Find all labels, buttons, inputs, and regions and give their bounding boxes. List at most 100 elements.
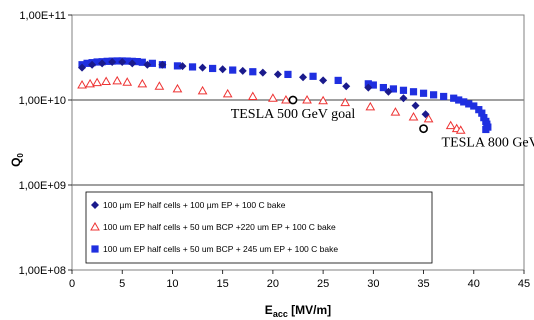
series-3-point-27: [399, 86, 408, 94]
series-1-point-10: [218, 65, 227, 74]
series-1-point-17: [364, 83, 373, 92]
legend-marker-1: [91, 201, 99, 209]
series-3-point-34: [460, 98, 468, 106]
series-4: [288, 95, 428, 134]
series-3-point-36: [470, 102, 478, 110]
series-3-point-31: [440, 92, 448, 101]
x-axis-title: Eacc [MV/m]: [265, 303, 331, 319]
legend-marker-2: [90, 221, 100, 231]
series-2-point-15: [318, 95, 328, 105]
series-1-point-19: [399, 94, 408, 103]
series-3-point-29: [419, 89, 428, 97]
annotations: TESLA 500 GeV goal TESLA 800 GeV goal: [231, 107, 534, 151]
series-1-point-4: [118, 57, 127, 66]
series-1-point-7: [158, 60, 167, 69]
legend-label-3: 100 um EP half cells + 50 um BCP + 245 u…: [103, 244, 338, 254]
x-tick-label-5: 25: [317, 278, 329, 290]
y-axis-ticks: 1,00E+08 1,00E+09 1,00E+10 1,00E+11: [19, 10, 72, 277]
x-tick-label-1: 5: [119, 278, 125, 290]
series-2-point-3: [101, 76, 112, 86]
series-2-point-11: [247, 91, 258, 100]
series-1-point-11: [238, 66, 247, 75]
series-3-point-21: [309, 72, 317, 80]
series-3-point-43: [482, 125, 490, 134]
series-2-point-19: [408, 112, 419, 121]
x-tick-label-2: 10: [166, 278, 178, 290]
series-3-point-30: [430, 91, 438, 99]
series-3-point-17: [209, 64, 217, 73]
series-1-point-18: [384, 87, 393, 96]
annotation-2: TESLA 800 GeV goal: [442, 136, 534, 151]
series-3-point-5: [103, 57, 111, 65]
legend-items: 100 µm EP half cells + 100 µm EP + 100 C…: [90, 200, 338, 254]
series-2-point-14: [302, 94, 312, 104]
series-3-point-19: [249, 68, 257, 76]
series-3-point-15: [173, 62, 182, 70]
x-tick-label-7: 35: [417, 278, 429, 290]
series-3-point-12: [138, 58, 146, 66]
series-1-point-8: [178, 62, 187, 71]
series-2-point-21: [445, 120, 456, 130]
series-layer: [77, 57, 492, 134]
series-1-point-5: [128, 59, 137, 68]
x-tick-label-0: 0: [69, 278, 75, 290]
series-3-point-38: [478, 109, 486, 117]
series-3-point-33: [455, 96, 463, 104]
legend-label-2: 100 um EP half cells + 50 um BCP +220 um…: [103, 222, 336, 232]
series-3-point-18: [229, 66, 237, 74]
series-2-point-17: [365, 101, 376, 111]
x-tick-label-8: 40: [468, 278, 480, 290]
series-1-point-6: [143, 60, 152, 69]
annotation-1: TESLA 500 GeV goal: [231, 107, 356, 122]
series-2-point-12: [268, 93, 278, 102]
series-2-point-10: [222, 88, 233, 98]
y-tick-label-1: 1,00E+09: [19, 180, 66, 192]
series-3-point-7: [113, 57, 121, 65]
series-1-point-2: [98, 59, 107, 68]
series-2-point-18: [390, 107, 401, 116]
series-3-point-9: [123, 57, 131, 65]
series-2-point-7: [154, 81, 165, 90]
series-3-point-39: [480, 114, 488, 122]
plot-area-frame: [71, 14, 525, 271]
x-tick-label-9: 45: [518, 278, 530, 290]
series-3-point-35: [465, 100, 473, 108]
series-3-point-24: [369, 81, 377, 89]
legend-label-1: 100 µm EP half cells + 100 µm EP + 100 C…: [103, 200, 286, 210]
series-1-point-1: [88, 60, 97, 69]
series-3-point-28: [409, 88, 418, 96]
series-2-point-8: [172, 83, 183, 93]
series-1-point-12: [258, 68, 267, 77]
series-2-point-5: [122, 77, 133, 86]
series-1-point-14: [299, 73, 308, 82]
series-3-point-16: [188, 63, 197, 71]
x-tick-label-3: 15: [217, 278, 229, 290]
series-1-point-15: [319, 76, 328, 85]
series-3-point-1: [83, 59, 91, 67]
series-3-point-20: [284, 70, 292, 79]
series-2-point-13: [281, 94, 291, 104]
series-1-point-21: [421, 110, 430, 119]
series-1-point-9: [198, 63, 207, 72]
series-2-point-0: [77, 80, 87, 89]
series-2-point-4: [112, 75, 123, 85]
series-3-point-3: [93, 58, 101, 66]
series-3-point-11: [133, 57, 141, 66]
x-tick-label-6: 30: [367, 278, 379, 290]
legend-box: [85, 191, 433, 264]
series-2: [77, 75, 466, 134]
series-3-point-22: [334, 76, 342, 85]
series-1-point-0: [78, 63, 87, 72]
series-2-point-20: [423, 113, 434, 123]
series-1-point-16: [342, 82, 351, 91]
series-2-point-16: [340, 97, 351, 107]
series-1: [78, 57, 430, 119]
x-axis-ticks: 0 5 10 15 20 25 30 35 40 45: [69, 270, 530, 290]
legend: 100 µm EP half cells + 100 µm EP + 100 C…: [85, 191, 433, 264]
y-tick-label-0: 1,00E+08: [19, 265, 66, 277]
series-2-point-9: [197, 85, 208, 95]
y-tick-label-2: 1,00E+10: [19, 95, 66, 107]
series-1-point-3: [108, 57, 117, 66]
y-tick-label-3: 1,00E+11: [19, 10, 66, 22]
